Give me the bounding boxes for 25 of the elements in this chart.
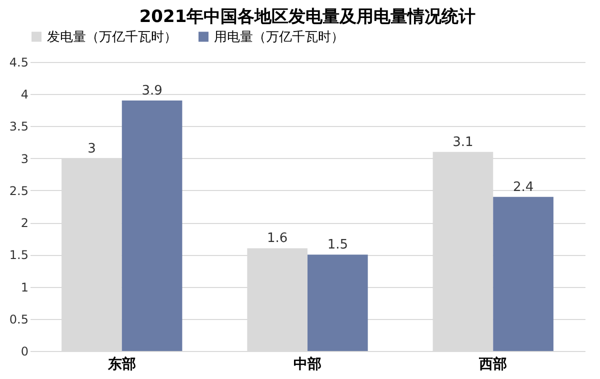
y-tick-label: 3.5 bbox=[9, 120, 28, 134]
legend-label: 用电量（万亿千瓦时） bbox=[214, 30, 344, 45]
data-label: 2.4 bbox=[512, 180, 534, 195]
bar bbox=[493, 196, 554, 351]
y-tick-label: 2.5 bbox=[9, 184, 28, 198]
y-tick-label: 0 bbox=[20, 344, 28, 358]
y-tick-label: 1 bbox=[20, 280, 28, 294]
data-label: 1.6 bbox=[266, 231, 288, 246]
chart-title: 2021年中国各地区发电量及用电量情况统计 bbox=[139, 7, 476, 27]
y-tick-label: 1.5 bbox=[9, 248, 28, 262]
x-tick-label: 东部 bbox=[106, 356, 136, 372]
data-label: 1.5 bbox=[327, 238, 348, 253]
y-tick-label: 2 bbox=[20, 216, 28, 230]
y-tick-label: 4.5 bbox=[9, 56, 28, 70]
y-tick-label: 4 bbox=[20, 88, 28, 102]
data-label: 3.1 bbox=[452, 134, 474, 150]
y-tick-label: 0.5 bbox=[9, 312, 28, 326]
bar bbox=[122, 100, 182, 351]
data-label: 3.9 bbox=[142, 84, 162, 99]
y-tick-label: 3 bbox=[20, 152, 28, 166]
data-label: 3 bbox=[88, 141, 96, 156]
bar bbox=[308, 254, 368, 351]
x-tick-label: 西部 bbox=[478, 356, 508, 372]
legend-label: 发电量（万亿千瓦时） bbox=[47, 30, 177, 45]
x-tick-label: 中部 bbox=[294, 356, 322, 372]
